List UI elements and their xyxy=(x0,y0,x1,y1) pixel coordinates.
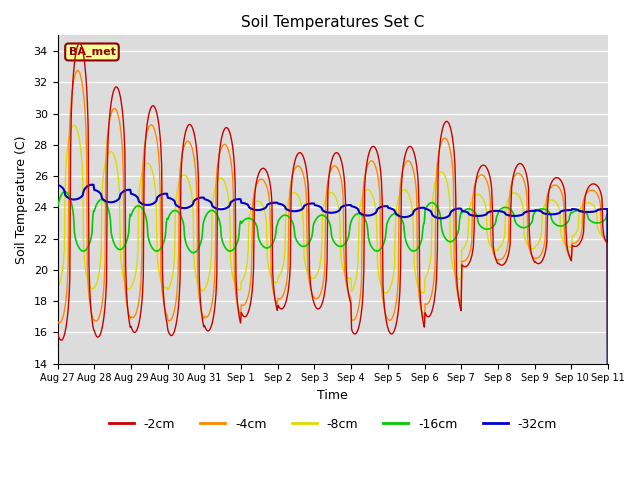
X-axis label: Time: Time xyxy=(317,389,348,402)
Y-axis label: Soil Temperature (C): Soil Temperature (C) xyxy=(15,135,28,264)
Title: Soil Temperatures Set C: Soil Temperatures Set C xyxy=(241,15,424,30)
Legend: -2cm, -4cm, -8cm, -16cm, -32cm: -2cm, -4cm, -8cm, -16cm, -32cm xyxy=(104,413,562,436)
Text: BA_met: BA_met xyxy=(68,47,115,57)
